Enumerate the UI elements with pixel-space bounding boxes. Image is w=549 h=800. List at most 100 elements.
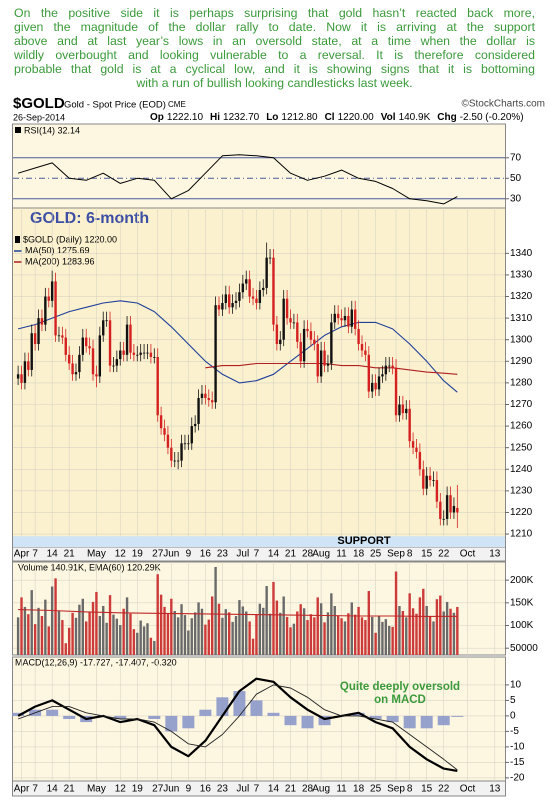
candle-body (112, 365, 115, 367)
volume-bar (44, 599, 47, 655)
legend-label: RSI(14) 32.14 (24, 125, 80, 135)
legend-label: MA(50) 1275.69 (25, 245, 90, 255)
quote: Op 1222.10 Hi 1232.70 Lo 1212.80 Cl 1220.00 Vol 1… (150, 112, 531, 123)
y-tick-label: 50000 (510, 643, 538, 654)
candle-body (61, 335, 64, 338)
volume-bar (336, 615, 340, 655)
histogram-bar (318, 715, 331, 726)
volume-bar (214, 566, 217, 655)
candle-body (415, 447, 418, 452)
volume-bar (285, 616, 289, 655)
x-tick-label: 28 (302, 784, 314, 795)
volume-bar (180, 604, 183, 655)
legend-label: MA(200) 1283.96 (25, 256, 95, 266)
y-tick-label: 1210 (510, 529, 533, 540)
candle-body (132, 352, 136, 355)
candle-body (299, 341, 302, 362)
volume-bar (193, 612, 197, 655)
x-tick-label: 11 (336, 784, 347, 795)
quote-label: Chg (437, 112, 457, 123)
volume-bar (81, 598, 84, 655)
x-tick-label: Aug (312, 784, 330, 795)
histogram-bar (148, 715, 161, 719)
volume-bar (452, 612, 456, 655)
volume-bar (248, 621, 251, 655)
y-tick-label: -20 (510, 773, 525, 784)
volume-bar (30, 590, 33, 655)
candle-body (98, 335, 102, 377)
candle-body (159, 415, 163, 429)
histogram-bar (369, 715, 382, 719)
volume-bar (221, 617, 224, 655)
x-tick-label: 13 (489, 784, 501, 795)
volume-bar (139, 620, 142, 655)
commentary-line: given the magnitude of the dollar rally … (14, 20, 535, 34)
volume-bar (153, 640, 156, 655)
volume-bar (163, 606, 166, 655)
candle-body (74, 372, 78, 375)
x-tick-label: May (87, 784, 106, 795)
candle-body (214, 305, 217, 403)
volume-bar (405, 617, 408, 655)
x-tick-label: 16 (200, 784, 212, 795)
moving-average (17, 300, 458, 393)
candle-body (319, 350, 323, 377)
symbol: $GOLD (13, 95, 65, 112)
volume-bar (245, 611, 248, 655)
candle-body (289, 318, 292, 323)
candle-body (394, 367, 398, 416)
quote-value: -2.50 (-0.20%) (459, 112, 524, 123)
y-tick-label: 10 (510, 680, 522, 691)
y-tick-label: 1300 (510, 334, 533, 345)
candle-body (388, 365, 391, 367)
candle-body (302, 328, 306, 362)
candle-body (16, 374, 20, 379)
x-tick-label: Aug (312, 549, 330, 560)
candle-body (418, 451, 422, 470)
volume-bar (74, 617, 78, 655)
volume-bar (50, 586, 54, 655)
candle-body (456, 507, 459, 513)
volume-bar (408, 593, 411, 655)
candle-body (193, 423, 197, 427)
histogram-bar (233, 691, 246, 716)
x-tick-label: 7 (254, 784, 260, 795)
x-tick-label: 7 (32, 549, 38, 560)
candle-body (139, 352, 142, 355)
candle-body (435, 480, 439, 502)
volume-bar (313, 617, 316, 655)
volume-bar (255, 614, 258, 655)
x-tick-label: 23 (217, 549, 229, 560)
candle-body (422, 469, 425, 489)
candle-body (156, 356, 159, 416)
volume-bar (357, 606, 360, 655)
candle-body (30, 333, 33, 370)
legend-swatch (15, 127, 21, 133)
volume-bar (23, 606, 27, 655)
volume-bar (262, 607, 265, 655)
histogram-bar (182, 715, 195, 729)
x-tick-label: 18 (353, 784, 365, 795)
volume-bar (159, 594, 163, 655)
x-tick-label: 25 (370, 549, 382, 560)
candle-body (142, 352, 146, 354)
volume-bar (388, 625, 391, 655)
volume-bar (449, 608, 452, 655)
histogram-bar (284, 715, 297, 726)
volume-bar (166, 613, 170, 655)
volume-bar (54, 578, 57, 655)
annotation: on MACD (374, 694, 426, 706)
volume-bar (360, 617, 364, 655)
date-strip (12, 780, 506, 797)
candle-body (360, 344, 364, 351)
commentary-line: wildly overbought and looking vulnerable… (14, 48, 535, 62)
candle-body (88, 346, 91, 349)
histogram-bar (216, 697, 229, 716)
commentary-line: probable that gold is at a cyclical low,… (14, 62, 535, 76)
candle-body (330, 322, 333, 364)
x-tick-label: 9 (186, 549, 192, 560)
candle-body (353, 309, 357, 329)
histogram-bar (114, 715, 127, 719)
volume-bar (156, 574, 159, 655)
